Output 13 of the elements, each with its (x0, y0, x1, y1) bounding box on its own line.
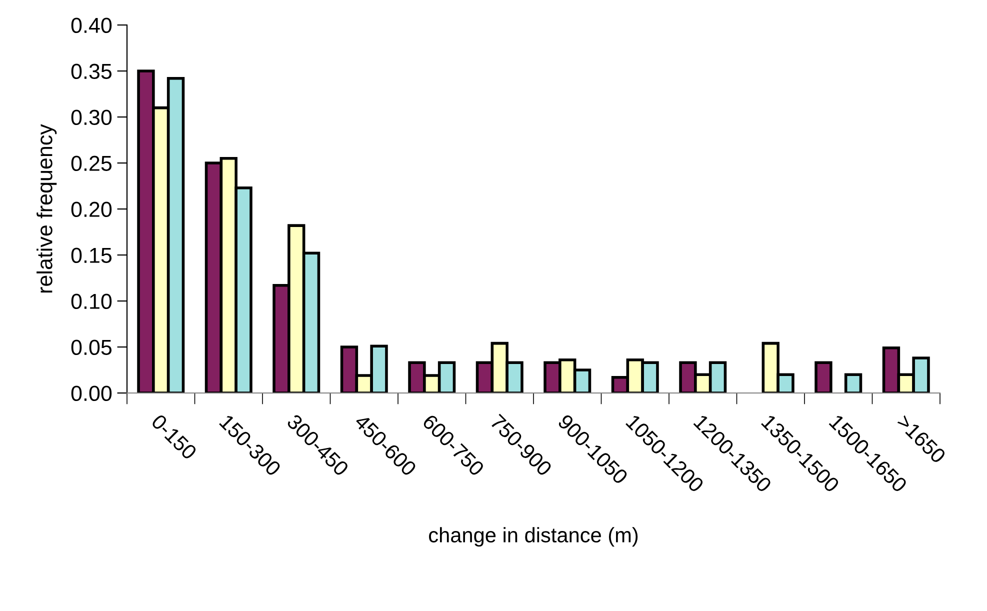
y-tick-label: 0.35 (71, 64, 112, 80)
y-tick-label: 0.10 (71, 294, 112, 310)
y-tick-label: 0.00 (71, 386, 112, 402)
y-tick-label: 0.40 (71, 18, 112, 34)
bar (814, 361, 832, 393)
y-axis-title: relative frequency (36, 124, 57, 293)
y-tick-label: 0.20 (71, 202, 112, 218)
y-tick-label: 0.05 (71, 340, 112, 356)
y-tick-label: 0.15 (71, 248, 112, 264)
y-tick-label: 0.25 (71, 156, 112, 172)
bar (844, 373, 862, 393)
x-axis-title: change in distance (m) (429, 527, 638, 547)
y-tick-label: 0.30 (71, 110, 112, 126)
